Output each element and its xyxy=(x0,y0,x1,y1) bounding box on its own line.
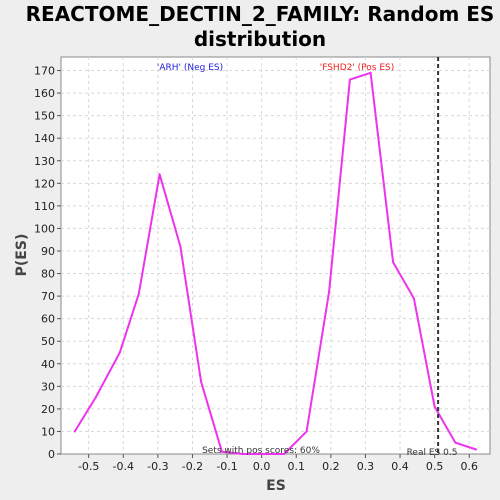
y-tick-label: 100 xyxy=(34,222,55,235)
data-point xyxy=(328,290,331,293)
neg-es-label: 'ARH' (Neg ES) xyxy=(157,63,223,73)
data-point xyxy=(241,453,244,455)
x-tick-label: 0.6 xyxy=(460,460,478,473)
y-tick-label: 90 xyxy=(41,245,55,258)
data-point xyxy=(262,453,265,455)
x-tick-label: 0.3 xyxy=(357,460,375,473)
y-tick-label: 150 xyxy=(34,110,55,123)
plot-area xyxy=(60,56,491,455)
data-point xyxy=(137,292,140,295)
data-point xyxy=(412,297,415,300)
y-tick-label: 130 xyxy=(34,155,55,168)
x-tick-label: 0.5 xyxy=(426,460,444,473)
x-tick-label: -0.2 xyxy=(182,460,203,473)
data-point xyxy=(158,173,161,176)
y-axis-label: P(ES) xyxy=(14,234,30,277)
x-tick-label: 0.2 xyxy=(322,460,340,473)
x-tick-label: -0.3 xyxy=(147,460,168,473)
y-tick-label: 140 xyxy=(34,132,55,145)
y-tick-label: 80 xyxy=(41,268,55,281)
data-point xyxy=(369,71,372,74)
data-point xyxy=(220,450,223,453)
chart-title-line1: REACTOME_DECTIN_2_FAMILY: Random ES xyxy=(26,2,495,26)
real-es-label: Real ES 0.5 xyxy=(407,448,458,458)
x-tick-label: -0.4 xyxy=(113,460,134,473)
y-tick-label: 110 xyxy=(34,200,55,213)
data-point xyxy=(118,351,121,354)
y-tick-label: 50 xyxy=(41,335,55,348)
x-tick-label: -0.5 xyxy=(78,460,99,473)
y-tick-label: 30 xyxy=(41,380,55,393)
x-tick-label: 0.1 xyxy=(288,460,306,473)
data-point xyxy=(94,396,97,399)
data-point xyxy=(454,441,457,444)
pos-es-label: 'FSHD2' (Pos ES) xyxy=(320,63,395,73)
data-point xyxy=(73,430,76,433)
y-tick-label: 0 xyxy=(48,448,55,461)
data-point xyxy=(392,261,395,264)
data-point xyxy=(283,453,286,455)
data-point xyxy=(433,405,436,408)
chart-title-line2: distribution xyxy=(194,27,326,51)
grid xyxy=(61,57,490,454)
x-tick-label: 0.4 xyxy=(391,460,409,473)
x-axis-label: ES xyxy=(266,478,286,494)
data-point xyxy=(179,245,182,248)
x-tick-label: 0.0 xyxy=(253,460,271,473)
data-point xyxy=(348,78,351,81)
series-line xyxy=(73,71,477,455)
data-point xyxy=(200,380,203,383)
y-tick-label: 60 xyxy=(41,313,55,326)
y-tick-label: 160 xyxy=(34,87,55,100)
series-layer xyxy=(73,71,478,455)
y-tick-label: 10 xyxy=(41,425,55,438)
axis-ticks: 0 10 20 30 40 50 60 70 80 90 100 110 120 130 140 150 160… xyxy=(34,65,478,473)
pos-scores-note: Sets with pos scores: 60% xyxy=(202,446,320,456)
y-tick-label: 40 xyxy=(41,358,55,371)
y-tick-label: 20 xyxy=(41,403,55,416)
y-tick-label: 70 xyxy=(41,290,55,303)
data-point xyxy=(475,448,478,451)
x-tick-label: -0.1 xyxy=(216,460,237,473)
y-tick-label: 120 xyxy=(34,177,55,190)
y-tick-label: 170 xyxy=(34,65,55,78)
data-point xyxy=(305,430,308,433)
